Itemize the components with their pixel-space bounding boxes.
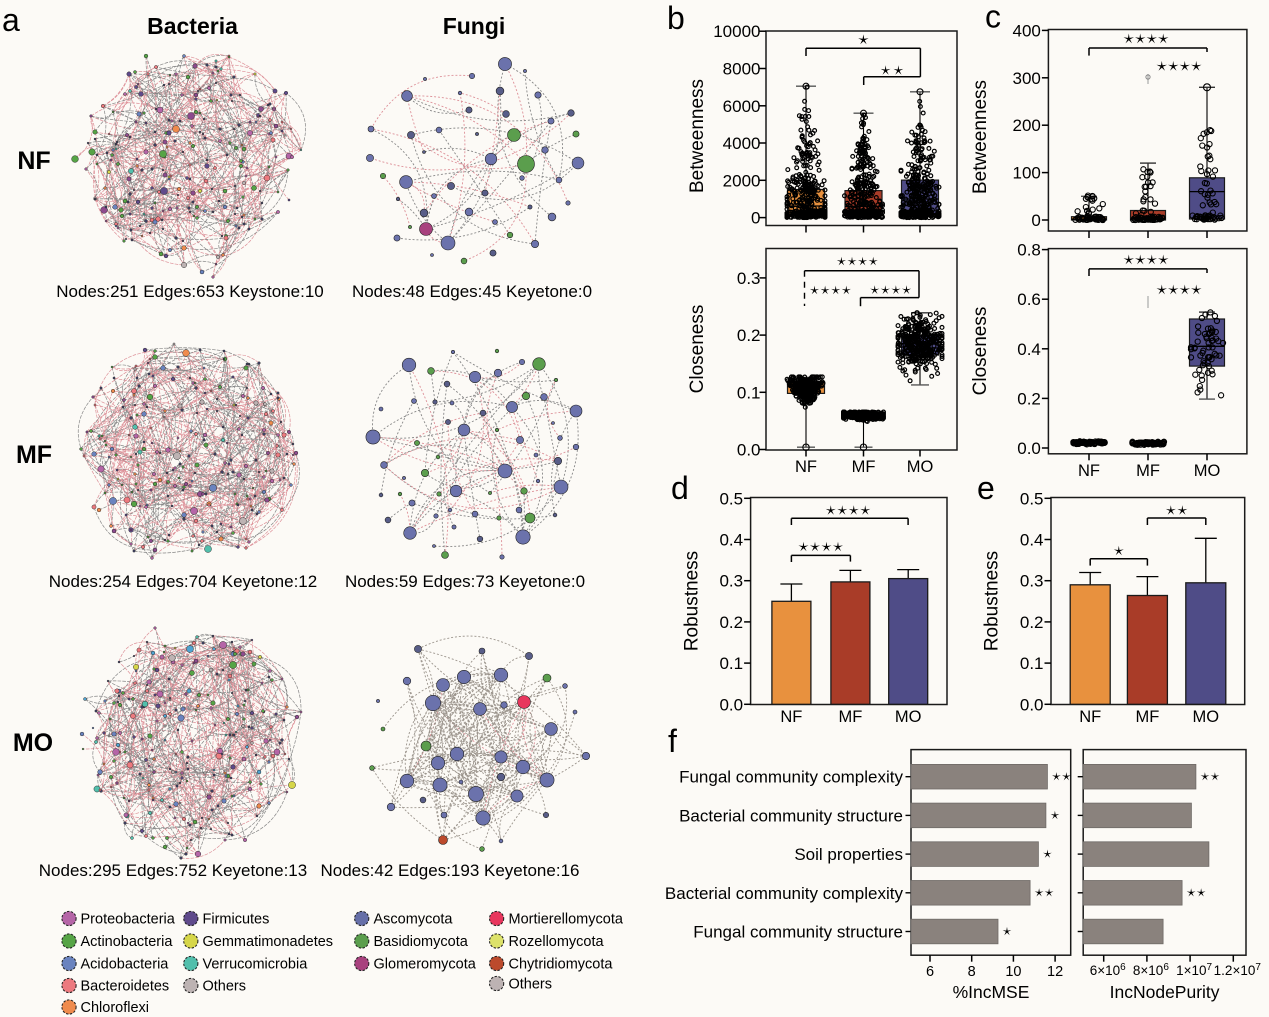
svg-text:6: 6 [926, 964, 934, 980]
svg-text:Others: Others [203, 979, 247, 995]
svg-text:a: a [2, 2, 20, 38]
svg-text:400: 400 [1013, 21, 1041, 40]
svg-text:Chytridiomycota: Chytridiomycota [509, 957, 614, 973]
svg-text:MO: MO [907, 458, 934, 476]
svg-text:0.0: 0.0 [1017, 439, 1041, 458]
svg-text:MF: MF [16, 441, 52, 469]
svg-text:0.8: 0.8 [1017, 241, 1041, 260]
svg-text:Chloroflexi: Chloroflexi [81, 1000, 150, 1016]
svg-text:300: 300 [1013, 69, 1041, 88]
svg-text:Others: Others [509, 977, 553, 993]
svg-text:NF: NF [1079, 708, 1101, 726]
svg-text:Nodes:42 Edges:193 Keyetone:16: Nodes:42 Edges:193 Keyetone:16 [321, 861, 580, 880]
svg-text:Fungal community structure: Fungal community structure [693, 923, 903, 942]
svg-text:f: f [668, 723, 677, 759]
svg-text:NF: NF [17, 147, 50, 175]
svg-text:2000: 2000 [723, 171, 761, 190]
svg-text:MF: MF [1136, 462, 1160, 480]
svg-text:d: d [671, 470, 689, 506]
svg-text:8×106: 8×106 [1133, 962, 1169, 978]
svg-text:0.2: 0.2 [719, 613, 743, 632]
svg-text:IncNodePurity: IncNodePurity [1110, 982, 1220, 1002]
svg-text:0.3: 0.3 [719, 572, 743, 591]
svg-text:NF: NF [780, 708, 802, 726]
svg-text:MF: MF [1135, 708, 1159, 726]
svg-text:NF: NF [1078, 462, 1100, 480]
svg-text:b: b [667, 0, 685, 36]
svg-text:Actinobacteria: Actinobacteria [81, 934, 174, 950]
svg-text:Nodes:254 Edges:704 Keyetone:1: Nodes:254 Edges:704 Keyetone:12 [49, 572, 317, 591]
svg-text:Soil properties: Soil properties [794, 845, 903, 864]
svg-text:Proteobacteria: Proteobacteria [81, 912, 176, 928]
svg-text:Rozellomycota: Rozellomycota [509, 934, 605, 950]
svg-text:10: 10 [1005, 964, 1021, 980]
svg-text:Betweenness: Betweenness [970, 80, 991, 194]
svg-text:Robustness: Robustness [982, 551, 1003, 651]
svg-text:Closeness: Closeness [970, 307, 991, 396]
svg-text:0.2: 0.2 [737, 326, 761, 345]
svg-text:Bacterial community complexity: Bacterial community complexity [665, 884, 904, 903]
svg-text:Nodes:59 Edges:73 Keyetone:0: Nodes:59 Edges:73 Keyetone:0 [345, 572, 585, 591]
svg-text:Robustness: Robustness [682, 551, 703, 651]
svg-text:Bacterial community structure: Bacterial community structure [679, 806, 903, 825]
svg-text:Nodes:48 Edges:45 Keyetone:0: Nodes:48 Edges:45 Keyetone:0 [352, 282, 592, 301]
svg-text:1.2×107: 1.2×107 [1214, 962, 1262, 978]
svg-text:6×106: 6×106 [1090, 962, 1126, 978]
svg-text:0.1: 0.1 [1020, 654, 1044, 673]
svg-text:MF: MF [838, 708, 862, 726]
svg-text:Fungal community complexity: Fungal community complexity [679, 768, 903, 787]
svg-text:Verrucomicrobia: Verrucomicrobia [203, 957, 309, 973]
svg-text:MO: MO [13, 729, 53, 757]
svg-text:0.2: 0.2 [1017, 389, 1041, 408]
svg-text:c: c [985, 0, 1001, 35]
svg-text:e: e [977, 470, 995, 506]
svg-text:200: 200 [1013, 116, 1041, 135]
svg-text:0: 0 [1031, 211, 1040, 230]
svg-text:MO: MO [1194, 462, 1221, 480]
svg-text:Nodes:295 Edges:752 Keyetone:1: Nodes:295 Edges:752 Keyetone:13 [39, 861, 307, 880]
svg-text:Mortierellomycota: Mortierellomycota [509, 912, 624, 928]
svg-text:0.3: 0.3 [737, 269, 761, 288]
svg-text:MO: MO [1193, 708, 1220, 726]
svg-text:Firmicutes: Firmicutes [203, 912, 270, 928]
svg-text:Basidiomycota: Basidiomycota [374, 934, 469, 950]
svg-text:0.0: 0.0 [1020, 695, 1044, 714]
svg-text:Bacteroidetes: Bacteroidetes [81, 979, 170, 995]
svg-text:0.1: 0.1 [737, 383, 761, 402]
svg-text:100: 100 [1013, 164, 1041, 183]
svg-text:%IncMSE: %IncMSE [953, 982, 1030, 1002]
svg-text:10000: 10000 [713, 22, 760, 41]
svg-text:Betweenness: Betweenness [687, 79, 708, 193]
svg-text:1×107: 1×107 [1176, 962, 1212, 978]
svg-text:0.5: 0.5 [1020, 489, 1044, 508]
svg-text:Ascomycota: Ascomycota [374, 912, 454, 928]
svg-text:NF: NF [795, 458, 817, 476]
svg-text:Gemmatimonadetes: Gemmatimonadetes [203, 934, 334, 950]
svg-text:0.3: 0.3 [1020, 572, 1044, 591]
svg-text:0.2: 0.2 [1020, 613, 1044, 632]
svg-text:0.4: 0.4 [1017, 340, 1041, 359]
svg-text:Fungi: Fungi [443, 13, 506, 39]
svg-text:12: 12 [1047, 964, 1063, 980]
svg-text:0.0: 0.0 [737, 441, 761, 460]
svg-text:8000: 8000 [723, 59, 761, 78]
svg-text:0.6: 0.6 [1017, 290, 1041, 309]
svg-text:Closeness: Closeness [687, 305, 708, 394]
svg-text:MF: MF [852, 458, 876, 476]
svg-text:8: 8 [968, 964, 976, 980]
svg-text:0.0: 0.0 [719, 695, 743, 714]
svg-text:0.5: 0.5 [719, 489, 743, 508]
svg-text:Acidobacteria: Acidobacteria [81, 957, 170, 973]
svg-text:Bacteria: Bacteria [147, 13, 238, 39]
svg-text:0.4: 0.4 [1020, 531, 1044, 550]
svg-text:4000: 4000 [723, 134, 761, 153]
svg-text:Nodes:251 Edges:653 Keystone:1: Nodes:251 Edges:653 Keystone:10 [56, 282, 323, 301]
svg-text:MO: MO [895, 708, 922, 726]
svg-text:6000: 6000 [723, 97, 761, 116]
svg-text:0.1: 0.1 [719, 654, 743, 673]
svg-text:0: 0 [751, 209, 760, 228]
svg-text:0.4: 0.4 [719, 531, 743, 550]
svg-text:Glomeromycota: Glomeromycota [374, 957, 477, 973]
